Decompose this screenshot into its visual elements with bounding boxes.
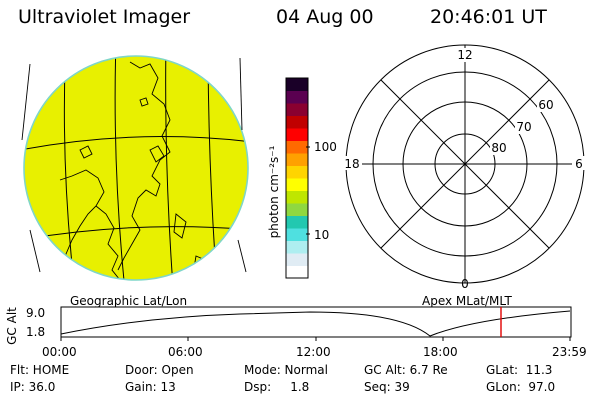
colorbar-cell (286, 103, 308, 116)
colorbar-unit-label: photon cm⁻²s⁻¹ (267, 145, 281, 239)
time-tick-3: 18:00 (423, 345, 458, 359)
colorbar-cell (286, 228, 308, 241)
instrument-title: Ultraviolet Imager (18, 6, 191, 28)
label-backing (515, 120, 533, 134)
mlt-label-midnight: 0 (461, 277, 469, 291)
label-backing (342, 156, 362, 170)
colorbar-cell (286, 253, 308, 266)
gc-alt-axis-title: GC Alt (5, 307, 19, 345)
orbit-altitude-timeline (60, 306, 572, 341)
time-tick-2: 12:00 (296, 345, 331, 359)
auroral-emission-disc (24, 56, 248, 280)
colorbar-cell (286, 140, 308, 154)
colorbar-cell (286, 153, 308, 166)
colorbar-cell (286, 265, 308, 279)
mlt-label-noon: 12 (457, 48, 472, 62)
dsp-value: Dsp: 1.8 (244, 380, 310, 394)
colorbar-cell (286, 178, 308, 191)
label-backing (490, 141, 508, 155)
colorbar-cell (286, 240, 308, 254)
label-backing (537, 98, 555, 112)
timeline-ticks (60, 337, 571, 341)
mlt-label-dusk: 18 (344, 157, 359, 171)
mlat-label-60: 60 (538, 98, 553, 112)
colorbar-label-10: 10 (314, 228, 330, 242)
gain-value: Gain: 13 (125, 380, 176, 394)
colorbar-cell (286, 215, 308, 229)
altitude-curve (60, 310, 571, 337)
colorbar-cell (286, 165, 308, 179)
label-backing (572, 156, 586, 170)
coastline (59, 61, 211, 280)
colorbar-label-100: 100 (314, 140, 337, 154)
colorbar-cell (286, 115, 308, 129)
intensity-colorbar (285, 77, 310, 279)
mlt-label-dawn: 6 (575, 157, 583, 171)
polar-spokes (346, 45, 584, 283)
observation-date: 04 Aug 00 (276, 6, 374, 28)
colorbar-cell (286, 128, 308, 141)
magnetic-polar-grid: 12 18 6 0 80 70 60 (342, 44, 586, 291)
colorbar-frame (285, 77, 309, 279)
gc-alt-tick-high: 9.0 (26, 306, 46, 320)
mlat-label-70: 70 (516, 120, 531, 134)
time-tick-1: 06:00 (168, 345, 203, 359)
colorbar-scale (286, 78, 308, 279)
mode-status: Mode: Normal (244, 363, 328, 377)
observation-time: 20:46:01 UT (430, 6, 547, 28)
time-tick-0: 00:00 (42, 345, 77, 359)
earth-limb (23, 55, 249, 281)
time-tick-4: 23:59 (552, 345, 587, 359)
label-backing (457, 48, 473, 62)
grid-outside-limb (21, 57, 247, 273)
gc-altitude: GC Alt: 6.7 Re (364, 363, 448, 377)
colorbar-cell (286, 78, 308, 91)
door-status: Door: Open (125, 363, 194, 377)
flight-info: Flt: HOME (10, 363, 70, 377)
timeline-left-label: Geographic Lat/Lon (70, 294, 188, 308)
ip-info: IP: 36.0 (10, 380, 56, 394)
earth-uv-image (21, 55, 249, 281)
colorbar-cell (286, 190, 308, 204)
geographic-latitude: GLat: 11.3 (486, 363, 553, 377)
gc-alt-tick-low: 1.8 (26, 325, 46, 339)
mlat-label-80: 80 (491, 141, 506, 155)
timeline-right-label: Apex MLat/MLT (422, 294, 512, 308)
sequence-number: Seq: 39 (364, 380, 410, 394)
geographic-longitude: GLon: 97.0 (486, 380, 556, 394)
colorbar-cell (286, 203, 308, 216)
colorbar-cell (286, 90, 308, 104)
